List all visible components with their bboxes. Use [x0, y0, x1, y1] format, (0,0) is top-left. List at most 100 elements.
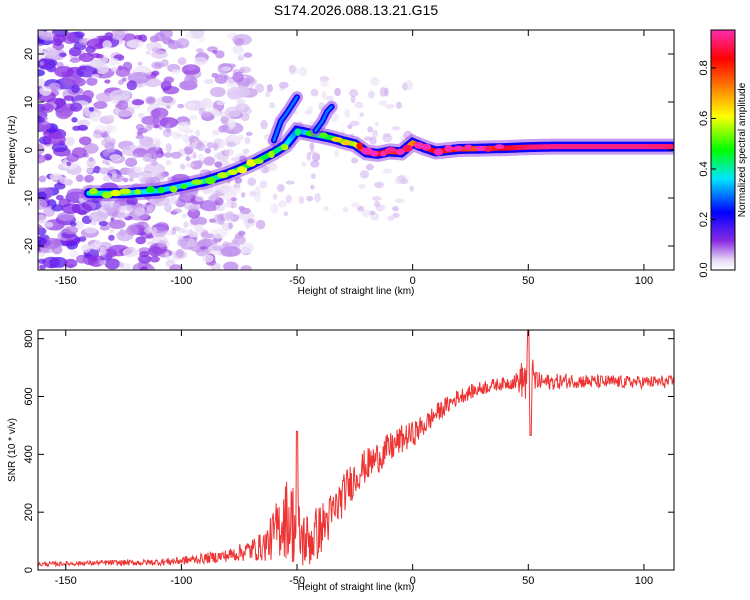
noise-blob — [233, 187, 242, 193]
colorbar-tick-label: 0.4 — [698, 161, 710, 176]
noise-blob — [52, 33, 66, 44]
noise-blob — [135, 236, 147, 245]
noise-blob — [206, 142, 215, 149]
x-tick-label: 0 — [410, 575, 416, 587]
noise-blob — [71, 203, 93, 214]
noise-blob — [409, 185, 414, 192]
noise-blob — [109, 89, 132, 101]
y-tick-label: 600 — [23, 387, 35, 405]
noise-blob — [306, 195, 314, 202]
noise-blob — [63, 95, 75, 102]
ridge-knot — [384, 147, 397, 154]
noise-blob — [38, 78, 46, 87]
noise-blob — [395, 101, 402, 109]
noise-blob — [153, 124, 161, 129]
noise-blob — [215, 50, 225, 59]
noise-blob — [63, 258, 78, 268]
noise-blob — [351, 202, 360, 208]
noise-blob — [189, 30, 205, 39]
noise-blob — [211, 129, 220, 136]
noise-blob — [214, 74, 228, 85]
noise-blob — [170, 151, 182, 159]
ridge-knot — [396, 148, 405, 155]
noise-blob — [38, 251, 46, 257]
noise-blob — [111, 30, 126, 41]
noise-blob — [398, 174, 407, 184]
noise-blob — [145, 41, 163, 52]
noise-blob — [93, 101, 108, 109]
ridge-knot — [110, 189, 122, 197]
noise-blob — [378, 100, 387, 106]
x-tick-label: 50 — [522, 575, 534, 587]
noise-blob — [177, 103, 185, 109]
noise-blob — [78, 236, 87, 242]
noise-blob — [242, 148, 250, 154]
noise-blob — [38, 32, 56, 41]
noise-blob — [69, 57, 81, 63]
colorbar-tick-label: 0.6 — [698, 111, 710, 126]
noise-blob — [122, 177, 129, 183]
noise-blob — [157, 240, 167, 248]
branch-core — [272, 95, 299, 142]
noise-blob — [102, 174, 111, 182]
ridge-knot — [268, 150, 275, 159]
noise-blob — [368, 90, 375, 99]
ridge-knot — [474, 145, 487, 152]
noise-blob — [171, 131, 181, 140]
noise-blob — [113, 208, 118, 217]
noise-blob — [88, 107, 95, 112]
snr-panel: -150 -100 -50 0 50 100 0 200 400 600 800 Height of… — [7, 329, 675, 593]
noise-blob — [172, 208, 183, 214]
noise-blob — [38, 175, 47, 183]
noise-blob — [104, 79, 111, 84]
noise-blob — [298, 196, 305, 204]
noise-blob — [359, 112, 365, 118]
branch-core — [314, 105, 333, 133]
noise-blob — [54, 66, 74, 78]
noise-blob — [68, 46, 82, 57]
noise-blob — [110, 138, 116, 146]
noise-blob — [57, 211, 75, 221]
snr-ylabel: SNR (10 * v/v) — [7, 418, 18, 482]
noise-blob — [319, 78, 326, 83]
noise-blob — [86, 77, 98, 86]
noise-blob — [384, 103, 395, 109]
noise-blob — [90, 221, 97, 226]
noise-blob — [234, 85, 251, 98]
noise-blob — [134, 166, 144, 174]
noise-blob — [165, 159, 172, 166]
noise-blob — [240, 105, 245, 110]
noise-blob — [347, 124, 353, 130]
noise-blob — [171, 227, 177, 236]
ridge-knot — [294, 128, 301, 137]
snr-frame — [37, 329, 675, 571]
noise-blob — [131, 99, 145, 106]
noise-blob — [89, 59, 105, 69]
noise-blob — [196, 48, 204, 54]
noise-blob — [289, 65, 299, 75]
noise-blob — [146, 241, 154, 246]
noise-blob — [150, 160, 158, 166]
noise-blob — [272, 193, 278, 200]
noise-blob — [117, 100, 129, 111]
noise-blob — [99, 201, 106, 207]
noise-blob — [99, 167, 109, 175]
x-tick-label: -100 — [170, 575, 192, 587]
ridge-knot — [169, 185, 178, 193]
ridge-knot — [134, 188, 141, 195]
snr-xlabel: Height of straight line (km) — [298, 582, 415, 593]
noise-blob — [394, 198, 405, 204]
noise-blob — [188, 238, 196, 243]
noise-blob — [189, 144, 194, 150]
noise-blob — [63, 226, 79, 235]
noise-blob — [350, 95, 356, 104]
noise-blob — [38, 224, 43, 232]
noise-blob — [194, 195, 204, 202]
noise-blob — [278, 81, 289, 89]
noise-blob — [404, 80, 414, 91]
noise-blob — [99, 259, 107, 266]
noise-blob — [38, 214, 47, 224]
noise-blob — [137, 112, 145, 119]
noise-blob — [238, 205, 245, 211]
